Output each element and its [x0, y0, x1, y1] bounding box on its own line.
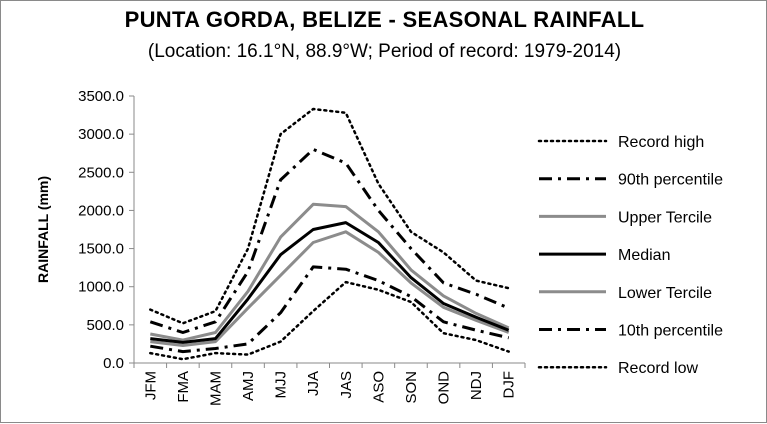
legend-label: Upper Tercile: [618, 209, 712, 226]
legend-label: Record low: [618, 360, 698, 377]
y-tick-label: 3500.0: [78, 88, 124, 105]
series-line-90th-percentile: [149, 147, 510, 334]
x-tick-label: MAM: [207, 371, 224, 406]
series-line-record-high: [149, 107, 510, 325]
series-line-10th-percentile: [150, 265, 510, 354]
chart-title: PUNTA GORDA, BELIZE - SEASONAL RAINFALL: [124, 7, 645, 32]
x-tick-label: JAS: [338, 371, 355, 399]
series-line-upper-tercile: [150, 202, 510, 342]
x-tick-label: AMJ: [240, 371, 257, 401]
series-line-record-low: [149, 280, 510, 361]
x-tick-label: ASO: [370, 371, 387, 403]
y-tick-label: 0.0: [103, 355, 124, 372]
y-tick-label: 1500.0: [78, 241, 124, 258]
legend-label: Record high: [618, 134, 704, 151]
series-line-median: [150, 221, 510, 344]
x-tick-label: DJF: [501, 371, 518, 399]
chart-subtitle: (Location: 16.1°N, 88.9°W; Period of rec…: [147, 41, 622, 62]
legend-label: Median: [618, 247, 670, 264]
x-tick-label: JJA: [305, 371, 322, 396]
y-tick-label: 2000.0: [78, 202, 124, 219]
x-tick-label: MJJ: [273, 371, 290, 399]
y-axis-title: RAINFALL (mm): [35, 176, 51, 283]
plot-lines: [149, 107, 510, 361]
legend-label: Lower Tercile: [618, 285, 712, 302]
legend-label: 90th percentile: [618, 172, 723, 189]
x-tick-label: SON: [403, 371, 420, 404]
y-tick-label: 3000.0: [78, 126, 124, 143]
axes: 0.0 500.0 1000.0 1500.0 2000.0 2500.0 3000.0 35…: [35, 88, 526, 406]
y-tick-label: 500.0: [86, 317, 124, 334]
x-tick-label: OND: [436, 371, 453, 405]
x-tick-label: NDJ: [468, 371, 485, 400]
legend-label: 10th percentile: [618, 323, 723, 340]
x-tick-label: FMA: [175, 371, 192, 403]
y-tick-label: 1000.0: [78, 279, 124, 296]
x-tick-label: JFM: [142, 371, 159, 400]
legend: Record high 90th percentile Upper Tercile M…: [537, 134, 723, 377]
series-line-lower-tercile: [150, 230, 510, 347]
y-tick-label: 2500.0: [78, 164, 124, 181]
